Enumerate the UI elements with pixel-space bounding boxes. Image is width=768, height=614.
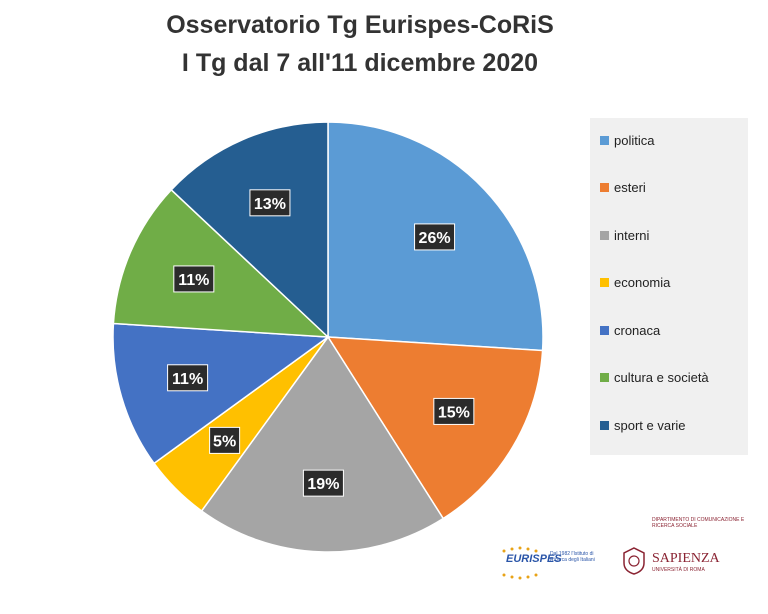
svg-text:13%: 13%: [254, 196, 286, 213]
sapienza-sub: UNIVERSITÀ DI ROMA: [652, 567, 705, 573]
title-line-1: Osservatorio Tg Eurispes-CoRiS: [166, 11, 554, 39]
svg-text:5%: 5%: [213, 433, 236, 450]
legend-label: economia: [614, 275, 671, 290]
title-line-2: I Tg dal 7 all'11 dicembre 2020: [181, 49, 539, 77]
department-name: DIPARTIMENTO DI COMUNICAZIONE E RICERCA …: [652, 517, 745, 529]
eurispes-stars-icon: [502, 546, 538, 580]
legend-item-2: esteri: [600, 178, 646, 198]
sapienza-name: SAPIENZA: [652, 551, 720, 566]
data-label-1: 26%: [414, 223, 456, 251]
eurispes-tagline: Dal 1982 l'Istituto di Ricerca degli Ita…: [550, 551, 595, 563]
legend-swatch: [600, 420, 609, 430]
legend-swatch: [600, 278, 609, 287]
legend-item-3: interni: [600, 225, 649, 245]
pie-slice-2: [326, 336, 544, 520]
logos-area: EURISPES Dal 1982 l'Istituto di Ricerca …: [500, 515, 760, 605]
legend: politica esteri interni economia cronaca cult…: [590, 118, 748, 455]
legend-label: politica: [614, 132, 655, 148]
data-label-6: 11%: [173, 265, 215, 293]
svg-text:11%: 11%: [172, 371, 203, 388]
sapienza-logo: DIPARTIMENTO DI COMUNICAZIONE E RICERCA …: [620, 517, 760, 587]
svg-text:11%: 11%: [178, 272, 209, 289]
pie-slice-6: [112, 188, 331, 338]
svg-text:19%: 19%: [307, 476, 339, 493]
sapienza-seal-icon: [623, 547, 645, 575]
legend-label: esteri: [614, 180, 646, 195]
legend-item-1: politica: [600, 130, 654, 150]
pie-slice-3: [200, 335, 445, 553]
legend-label: cultura e società: [614, 370, 709, 385]
data-label-4: 5%: [209, 426, 241, 454]
legend-label: cronaca: [614, 322, 661, 338]
svg-text:15%: 15%: [438, 404, 470, 421]
pie-slice-5: [112, 322, 331, 465]
legend-item-7: sport e varie: [600, 415, 686, 435]
pie-slice-7: [170, 121, 329, 339]
data-label-3: 19%: [302, 469, 344, 497]
legend-swatch: [600, 325, 609, 335]
chart-title: Osservatorio Tg Eurispes-CoRiS I Tg dal …: [0, 6, 720, 82]
legend-label: sport e varie: [614, 417, 686, 433]
legend-item-5: cronaca: [600, 320, 660, 340]
data-label-2: 15%: [433, 397, 475, 425]
data-label-5: 11%: [167, 364, 209, 392]
eurispes-logo: EURISPES Dal 1982 l'Istituto di Ricerca …: [500, 545, 610, 581]
legend-item-6: cultura e società: [600, 368, 709, 388]
legend-label: interni: [614, 227, 650, 243]
eurispes-name: EURISPES: [506, 553, 562, 565]
data-label-7: 13%: [249, 189, 291, 217]
legend-swatch: [600, 183, 609, 192]
legend-swatch: [600, 230, 609, 240]
legend-swatch: [600, 373, 609, 382]
legend-item-4: economia: [600, 273, 670, 293]
svg-text:26%: 26%: [419, 230, 451, 247]
legend-swatch: [600, 135, 609, 145]
